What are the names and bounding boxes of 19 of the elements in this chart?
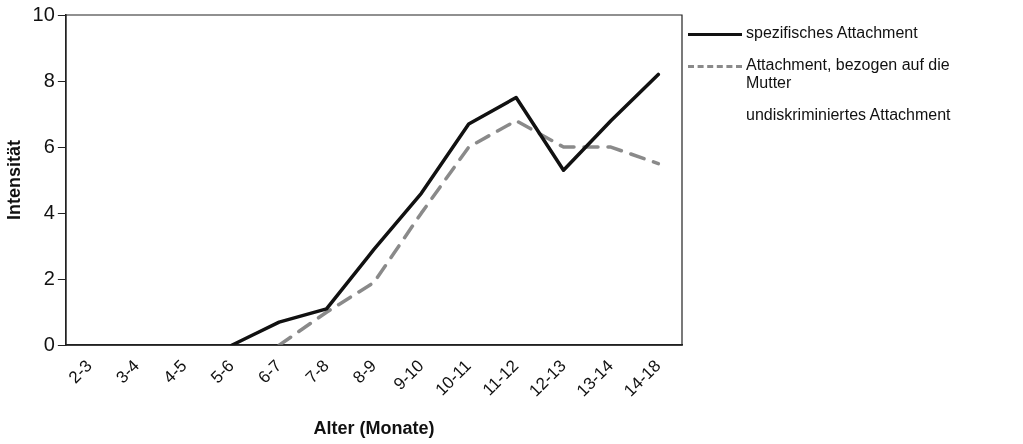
- y-tick-label: 8: [43, 68, 55, 91]
- legend-label: spezifisches Attachment: [746, 24, 918, 42]
- y-tick-label: 6: [43, 134, 55, 157]
- legend-label: Attachment, bezogen auf die Mutter: [746, 56, 951, 92]
- x-tick-label: 6-7: [254, 356, 286, 387]
- y-axis-title: Intensität: [3, 140, 24, 221]
- x-tick-label: 5-6: [207, 356, 238, 387]
- y-tick-label: 2: [43, 266, 55, 289]
- y-tick-label: 10: [32, 2, 55, 25]
- y-tick-label: 4: [43, 200, 55, 223]
- text: undiskriminiertes Attachment: [746, 106, 951, 124]
- x-tick-label: 4-5: [159, 356, 191, 387]
- x-tick-label: 3-4: [112, 356, 144, 387]
- x-tick-label: 7-8: [301, 356, 333, 387]
- line-series: [277, 118, 661, 346]
- x-tick-label: 2-3: [64, 356, 96, 387]
- x-axis-title: Alter (Monate): [313, 418, 435, 439]
- y-tick-label: 0: [43, 332, 55, 355]
- x-tick-label: 8-9: [349, 356, 381, 387]
